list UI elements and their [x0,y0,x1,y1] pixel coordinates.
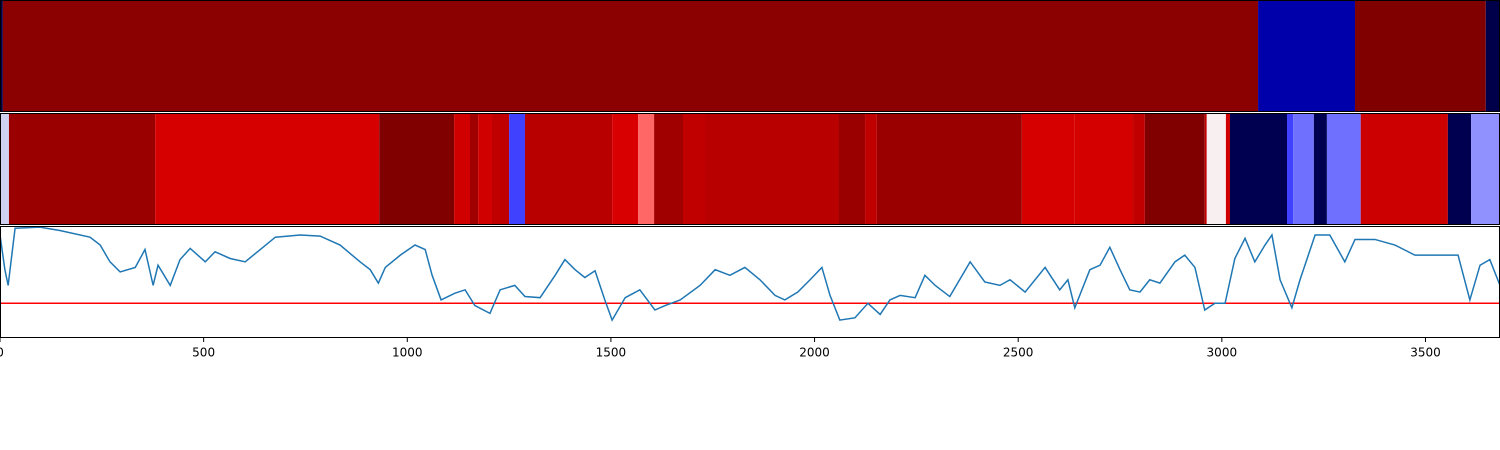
strip-segment [876,113,1022,225]
strip-segment [1360,113,1448,225]
strip-segment [379,113,455,225]
x-tick-label: 500 [192,346,215,360]
strip-segment [509,113,525,225]
x-tick-label: 2500 [1003,346,1034,360]
x-tick-label: 1000 [392,346,423,360]
strip-segment [1355,0,1486,112]
strip-segment [1286,113,1294,225]
strip-segment [1144,113,1205,225]
strip-segment [1447,113,1472,225]
strip-segment [469,113,479,225]
strip-segment [654,113,684,225]
strip-segment [612,113,639,225]
strip-segment [1133,113,1145,225]
strip-segment [1313,113,1327,225]
strip-segment [1293,113,1314,225]
panel-frame [0,226,1500,338]
strip-segment [478,113,492,225]
strip-segment [2,0,1259,112]
strip-segment [638,113,655,225]
strip-segment [704,113,839,225]
x-tick-label: 2000 [799,346,830,360]
strip-segment [491,113,510,225]
strip-segment [1326,113,1361,225]
strip-segment [683,113,705,225]
strip-segment [1258,0,1356,112]
strip-segment [155,113,380,225]
strip-segment [1204,113,1207,225]
x-tick-label: 0 [0,346,4,360]
strip-segment [1485,0,1500,112]
strip-segment [8,113,156,225]
strip-segment [1225,113,1230,225]
strip-segment [0,0,3,112]
strip-segment [1229,113,1287,225]
strip-segment [1074,113,1134,225]
strip-segment [0,113,9,225]
x-tick-label: 3000 [1207,346,1238,360]
strip-segment [1471,113,1500,225]
strip-segment [1021,113,1075,225]
series-line [0,226,1500,322]
strip-segment [524,113,613,225]
strip-segment [454,113,470,225]
strip-segment [838,113,866,225]
strip-segment [1206,113,1226,225]
x-tick-label: 3500 [1410,346,1441,360]
x-tick-label: 1500 [596,346,627,360]
strip-segment [865,113,877,225]
